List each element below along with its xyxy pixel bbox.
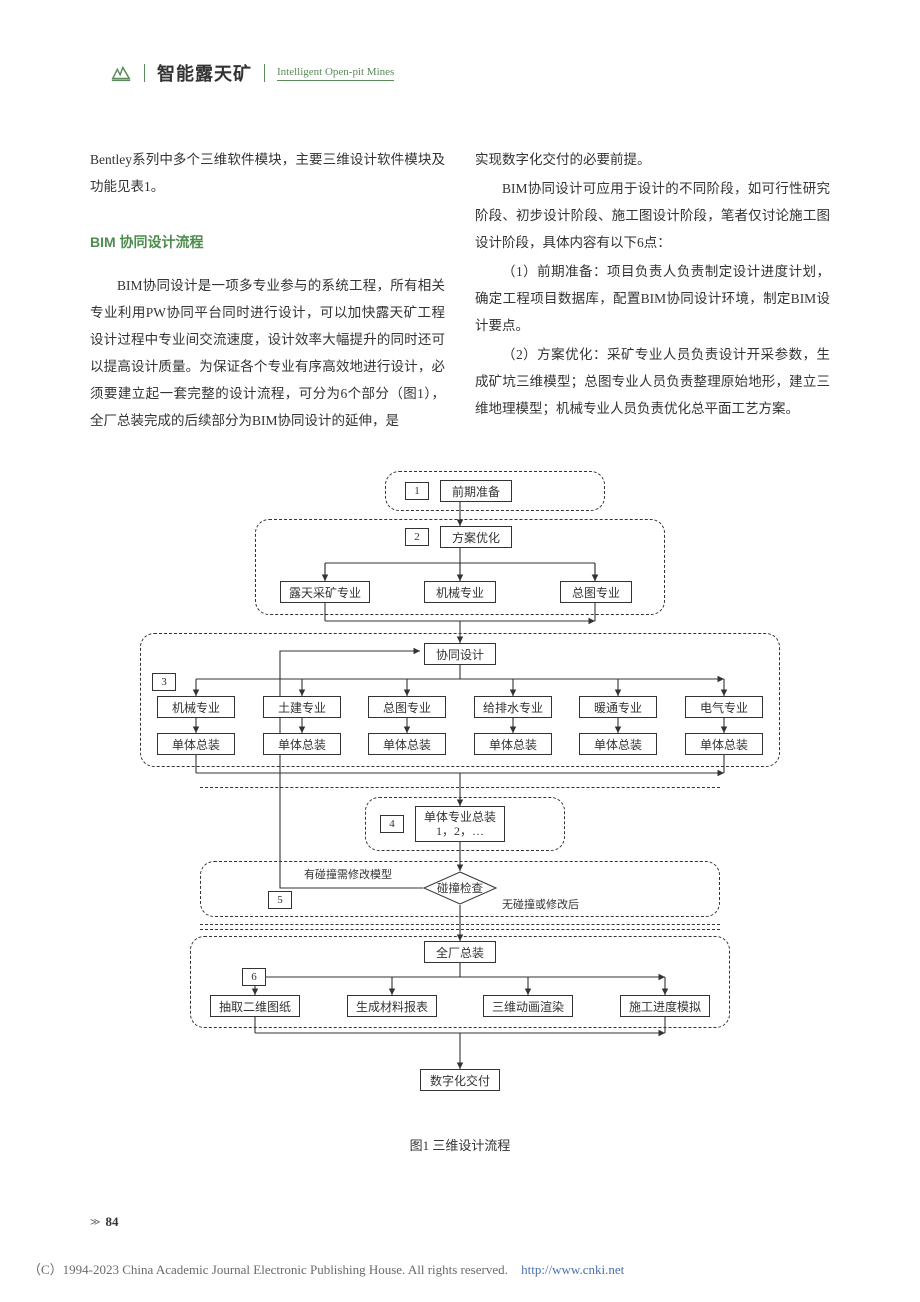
page-arrows-icon: ≫ bbox=[90, 1217, 99, 1228]
page-header: 智能露天矿 Intelligent Open-pit Mines bbox=[0, 0, 920, 86]
node-output: 抽取二维图纸 bbox=[210, 995, 300, 1017]
node-unit-prof-assembly: 单体专业总装 1，2，… bbox=[415, 806, 505, 842]
stage-number: 6 bbox=[242, 968, 266, 986]
section-separator bbox=[200, 787, 720, 788]
edge-label-no-collision: 无碰撞或修改后 bbox=[500, 896, 581, 912]
stage-number: 2 bbox=[405, 528, 429, 546]
node-mining: 露天采矿专业 bbox=[280, 581, 370, 603]
page-footer: ≫ 84 bbox=[0, 1164, 920, 1230]
header-divider bbox=[264, 64, 265, 82]
figure-1: 1 前期准备 2 方案优化 露天采矿专业 机械专业 总图专业 3 协同设计 机械… bbox=[0, 471, 920, 1154]
node-discipline: 给排水专业 bbox=[474, 696, 552, 718]
node-unit-assembly: 单体总装 bbox=[263, 733, 341, 755]
copyright-text: （C）1994-2023 China Academic Journal Elec… bbox=[28, 1262, 508, 1277]
node-unit-assembly: 单体总装 bbox=[368, 733, 446, 755]
node-collision-check: 碰撞检查 bbox=[423, 871, 497, 905]
section-heading: BIM 协同设计流程 bbox=[90, 228, 445, 256]
node-discipline: 暖通专业 bbox=[579, 696, 657, 718]
node-line1: 单体专业总装 bbox=[424, 810, 496, 824]
paragraph: BIM协同设计可应用于设计的不同阶段，如可行性研究阶段、初步设计阶段、施工图设计… bbox=[475, 175, 830, 256]
node-unit-assembly: 单体总装 bbox=[685, 733, 763, 755]
node-prep: 前期准备 bbox=[440, 480, 512, 502]
node-collab: 协同设计 bbox=[424, 643, 496, 665]
node-optimize: 方案优化 bbox=[440, 526, 512, 548]
paragraph: BIM协同设计是一项多专业参与的系统工程，所有相关专业利用PW协同平台同时进行设… bbox=[90, 272, 445, 434]
node-output: 施工进度模拟 bbox=[620, 995, 710, 1017]
section-separator bbox=[200, 924, 720, 925]
node-digital-delivery: 数字化交付 bbox=[420, 1069, 500, 1091]
stage-number: 4 bbox=[380, 815, 404, 833]
left-column: Bentley系列中多个三维软件模块，主要三维设计软件模块及功能见表1。 BIM… bbox=[90, 146, 445, 436]
node-discipline: 电气专业 bbox=[685, 696, 763, 718]
node-unit-assembly: 单体总装 bbox=[157, 733, 235, 755]
node-discipline: 土建专业 bbox=[263, 696, 341, 718]
figure-caption: 图1 三维设计流程 bbox=[410, 1135, 511, 1154]
stage-number: 1 bbox=[405, 482, 429, 500]
section-separator bbox=[200, 929, 720, 930]
paragraph: （1）前期准备：项目负责人负责制定设计进度计划，确定工程项目数据库，配置BIM协… bbox=[475, 258, 830, 339]
copyright-line: （C）1994-2023 China Academic Journal Elec… bbox=[28, 1259, 624, 1278]
page-number: 84 bbox=[105, 1214, 118, 1230]
node-unit-assembly: 单体总装 bbox=[579, 733, 657, 755]
node-factory-assembly: 全厂总装 bbox=[424, 941, 496, 963]
paragraph: （2）方案优化：采矿专业人员负责设计开采参数，生成矿坑三维模型；总图专业人员负责… bbox=[475, 341, 830, 422]
node-output: 生成材料报表 bbox=[347, 995, 437, 1017]
paragraph: 实现数字化交付的必要前提。 bbox=[475, 146, 830, 173]
node-line2: 1，2，… bbox=[436, 824, 484, 838]
paragraph: Bentley系列中多个三维软件模块，主要三维设计软件模块及功能见表1。 bbox=[90, 146, 445, 200]
node-discipline: 机械专业 bbox=[157, 696, 235, 718]
flowchart: 1 前期准备 2 方案优化 露天采矿专业 机械专业 总图专业 3 协同设计 机械… bbox=[130, 471, 790, 1121]
cnki-url: http://www.cnki.net bbox=[521, 1262, 624, 1277]
node-output: 三维动画渲染 bbox=[483, 995, 573, 1017]
journal-title-cn: 智能露天矿 bbox=[157, 60, 252, 86]
right-column: 实现数字化交付的必要前提。 BIM协同设计可应用于设计的不同阶段，如可行性研究阶… bbox=[475, 146, 830, 436]
node-master: 总图专业 bbox=[560, 581, 632, 603]
article-body: Bentley系列中多个三维软件模块，主要三维设计软件模块及功能见表1。 BIM… bbox=[0, 146, 920, 436]
header-divider bbox=[144, 64, 145, 82]
edge-label-has-collision: 有碰撞需修改模型 bbox=[302, 866, 394, 882]
node-mech: 机械专业 bbox=[424, 581, 496, 603]
diamond-label: 碰撞检查 bbox=[437, 880, 483, 896]
journal-title-en: Intelligent Open-pit Mines bbox=[277, 66, 394, 81]
stage-number: 5 bbox=[268, 891, 292, 909]
stage-number: 3 bbox=[152, 673, 176, 691]
node-discipline: 总图专业 bbox=[368, 696, 446, 718]
node-unit-assembly: 单体总装 bbox=[474, 733, 552, 755]
mine-icon bbox=[110, 62, 132, 84]
